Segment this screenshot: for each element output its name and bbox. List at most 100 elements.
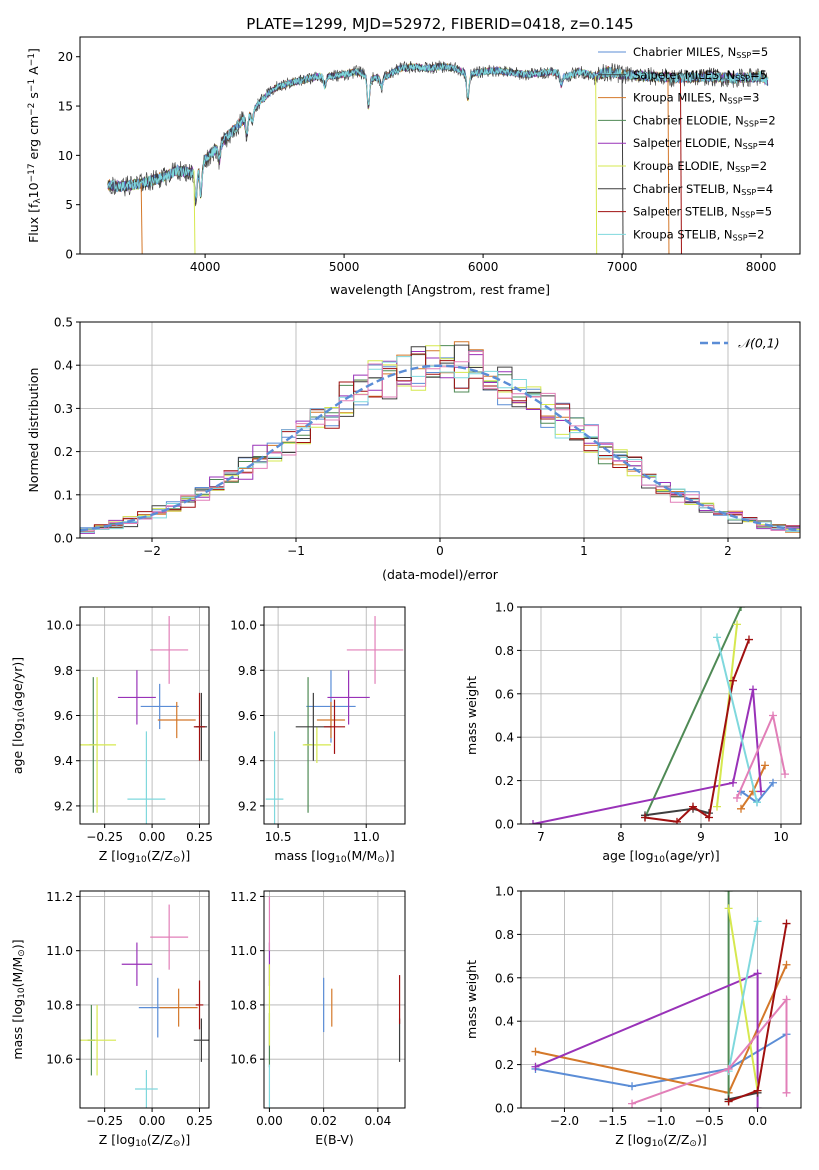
x-axis-label-part: 10 [652, 1139, 664, 1149]
y-tick-label: 0.0 [495, 1102, 514, 1116]
x-axis-label: (data-model)/error [382, 567, 499, 582]
y-tick-label: 10.0 [230, 619, 257, 633]
legend-name: Chabrier STELIB, N [633, 182, 741, 196]
x-axis-label: Z [log10(Z/Z⊙)] [99, 1132, 190, 1149]
y-axis-label-part: 10 [17, 711, 27, 723]
legend-sub: SSP [744, 119, 759, 128]
weight-series-line [644, 607, 742, 818]
error-bars [265, 616, 404, 824]
x-tick-label: 0.00 [256, 1114, 283, 1128]
weight-point [753, 798, 761, 807]
y-axis-label-part: mass [log [10, 999, 25, 1060]
x-axis-label-part: Z [log [615, 1132, 651, 1147]
histograms [80, 341, 800, 534]
y-tick-label: 0.8 [495, 928, 514, 942]
weight-point [729, 778, 737, 787]
weight-point [729, 676, 737, 685]
weight-point [745, 635, 753, 644]
x-tick-label: −2.0 [550, 1114, 579, 1128]
x-tick-label: −1.0 [646, 1114, 675, 1128]
legend-label: Kroupa STELIB, NSSP=2 [633, 227, 764, 242]
y-tick-label: 0.0 [54, 532, 73, 546]
legend-sub: SSP [733, 233, 748, 242]
legend-name: Salpeter STELIB, N [633, 205, 740, 219]
legend-name: Kroupa MILES, N [633, 91, 728, 105]
error-bars [80, 616, 208, 824]
y-tick-label: 0.5 [54, 316, 73, 330]
x-tick-label: 5000 [329, 260, 360, 274]
weight-point [782, 1088, 791, 1097]
y-axis-label: mass [log10(M/M⊙)] [10, 939, 27, 1059]
x-tick-label: 0.00 [139, 830, 166, 844]
weight-point [705, 813, 713, 822]
x-tick-label: 4000 [190, 260, 221, 274]
x-tick-label: 0.25 [186, 1114, 213, 1128]
age_vs_Z-panel: −0.25 0.00 0.259.29.49.69.810.0Z [log10(Z/… [10, 606, 213, 865]
y-tick-label: 0.2 [495, 774, 514, 788]
legend: Chabrier MILES, N SSP =5 Salpeter MILES, NS… [598, 45, 776, 242]
weight-point [641, 813, 649, 822]
weight-point [737, 607, 745, 611]
weight-series-line [532, 689, 762, 824]
axes-frame [520, 890, 802, 1109]
weight-point [737, 804, 745, 813]
weight-point [782, 960, 791, 969]
x-axis-label-part: age [log [602, 848, 653, 863]
x-tick-label: 1 [580, 544, 588, 558]
legend-label: Salpeter STELIB, NSSP=5 [633, 205, 772, 220]
legend-label: 𝒩(0,1) [738, 336, 780, 351]
weight-point [733, 620, 741, 629]
x-tick-label: 10.5 [265, 830, 292, 844]
weight-point [782, 995, 791, 1004]
x-tick-label: 7 [537, 830, 545, 844]
y-axis-label: Flux [fλ10−17 erg cm−2 s−1 A−1] [26, 48, 43, 243]
axes-frame [79, 36, 801, 255]
y-axis-label: mass weight [464, 960, 479, 1039]
y-tick-label: 9.4 [54, 754, 73, 768]
x-tick-label: 7000 [607, 260, 638, 274]
y-axis-label-part: −1 [27, 79, 37, 92]
normal-curve [80, 364, 800, 532]
weight-series-line [716, 637, 758, 803]
x-tick-label: −0.25 [86, 830, 123, 844]
y-axis-label-part: ] [26, 48, 41, 53]
y-axis-label-part: Flux [f [26, 203, 41, 243]
weight-point [749, 685, 757, 694]
y-tick-label: 0.4 [495, 731, 514, 745]
legend-label: Salpeter MILES, NSSP=5 [633, 68, 767, 83]
legend-nssp: =4 [758, 136, 775, 150]
histogram-series [80, 351, 800, 532]
legend-label: Kroupa ELODIE, NSSP=2 [633, 159, 767, 174]
y-axis-label: mass weight [464, 676, 479, 755]
spectrum-series-line [107, 63, 769, 200]
spectrum-dropout [621, 74, 624, 254]
x-axis-label: wavelength [Angstrom, rest frame] [330, 282, 550, 297]
weight-point [531, 1047, 540, 1056]
y-axis-label-part: erg cm [26, 116, 41, 164]
y-tick-label: 9.8 [238, 664, 257, 678]
legend-name: Chabrier MILES, N [633, 45, 736, 59]
weight-point [757, 787, 765, 796]
y-tick-label: 10.0 [46, 619, 73, 633]
axes-frame [79, 321, 801, 539]
legend-label: Kroupa MILES, NSSP=3 [633, 91, 759, 106]
y-tick-label: 0.8 [495, 644, 514, 658]
spectrum-series-line [107, 60, 768, 207]
x-tick-label: 0.04 [365, 1114, 392, 1128]
x-tick-label: 8000 [746, 260, 777, 274]
legend-label: Chabrier STELIB, NSSP=4 [633, 182, 773, 197]
x-axis-label: age [log10(age/yr)] [602, 848, 719, 865]
weight-point [724, 904, 733, 913]
legend-name: Kroupa STELIB, N [633, 227, 733, 241]
weight-point [673, 817, 681, 824]
spectrum-lines [107, 60, 769, 254]
weight-series-line [727, 921, 759, 1072]
legend-sub: SSP [735, 165, 750, 174]
y-tick-label: 0.4 [495, 1015, 514, 1029]
x-axis-label: Z [log10(Z/Z⊙)] [615, 1132, 706, 1149]
weight-point [724, 1064, 733, 1073]
x-axis-label-part: 10 [135, 855, 147, 865]
legend-nssp: =5 [751, 45, 768, 59]
